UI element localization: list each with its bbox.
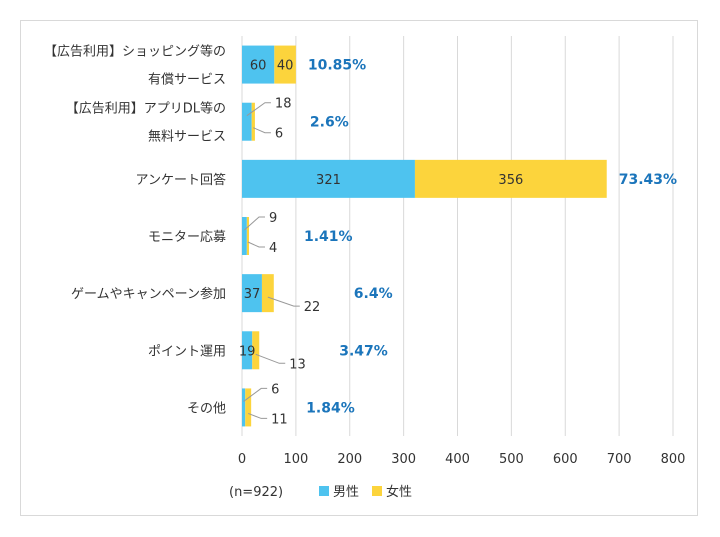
percentage-label: 6.4% xyxy=(354,286,393,302)
value-label-female: 6 xyxy=(275,127,283,142)
value-label-female: 4 xyxy=(269,241,277,256)
leader-line xyxy=(253,127,271,134)
value-label-male: 19 xyxy=(239,344,256,359)
x-tick-label: 0 xyxy=(238,452,246,467)
value-label-female: 11 xyxy=(271,412,288,427)
category-label: モニター応募 xyxy=(148,230,226,245)
legend-swatch-male xyxy=(319,486,329,496)
bar-male xyxy=(242,331,253,370)
value-label-female: 40 xyxy=(277,59,294,74)
value-label-male: 9 xyxy=(269,211,277,226)
x-tick-label: 200 xyxy=(337,452,362,467)
bar-female xyxy=(245,388,252,427)
bar-female xyxy=(252,331,260,370)
leader-line xyxy=(247,241,266,248)
percentage-label: 2.6% xyxy=(310,115,349,131)
value-label-male: 321 xyxy=(316,173,341,188)
legend-label: 男性 xyxy=(333,485,359,500)
category-label: その他 xyxy=(187,401,226,416)
percentage-label: 1.41% xyxy=(304,229,353,245)
bar-male xyxy=(242,217,247,255)
legend-swatch-female xyxy=(372,486,382,496)
percentage-label: 10.85% xyxy=(308,58,366,74)
value-label-male: 37 xyxy=(244,287,261,302)
value-label-female: 13 xyxy=(289,357,306,372)
value-label-male: 18 xyxy=(275,97,292,112)
bar-female xyxy=(261,274,274,313)
bar-female xyxy=(414,159,607,198)
category-label: 無料サービス xyxy=(148,130,226,145)
leader-line xyxy=(243,387,268,402)
value-label-female: 356 xyxy=(498,173,523,188)
bar-male xyxy=(242,274,262,313)
percentage-label: 73.43% xyxy=(619,172,677,188)
category-label: ゲームやキャンペーン参加 xyxy=(71,286,226,302)
leader-line xyxy=(267,296,300,307)
category-label: 【広告利用】ショッピング等の xyxy=(44,44,226,60)
category-label: 有償サービス xyxy=(148,73,226,88)
value-label-male: 6 xyxy=(271,382,279,397)
x-tick-label: 300 xyxy=(391,452,416,467)
x-tick-label: 400 xyxy=(445,452,470,467)
x-tick-label: 800 xyxy=(661,452,686,467)
x-tick-label: 600 xyxy=(553,452,578,467)
category-label: 【広告利用】アプリDL等の xyxy=(66,101,226,117)
bar-male xyxy=(242,102,252,141)
value-label-female: 22 xyxy=(304,300,321,315)
percentage-label: 1.84% xyxy=(306,400,355,416)
bar-male xyxy=(242,45,275,84)
x-tick-label: 100 xyxy=(283,452,308,467)
leader-line xyxy=(244,216,266,231)
bar-female xyxy=(246,217,250,255)
leader-line xyxy=(255,353,286,364)
bar-female xyxy=(274,45,296,84)
leader-line xyxy=(248,412,268,419)
value-label-male: 60 xyxy=(250,59,267,74)
x-tick-label: 500 xyxy=(499,452,524,467)
bar-male xyxy=(242,388,246,427)
sample-size-note: (n=922) xyxy=(229,485,283,500)
legend-label: 女性 xyxy=(386,484,412,500)
bar-female xyxy=(251,102,255,141)
leader-line xyxy=(246,102,271,117)
category-label: アンケート回答 xyxy=(136,172,226,188)
x-tick-label: 700 xyxy=(607,452,632,467)
category-label: ポイント運用 xyxy=(148,344,226,359)
bar-male xyxy=(242,159,415,198)
percentage-label: 3.47% xyxy=(339,343,388,359)
chart-frame xyxy=(20,20,698,516)
